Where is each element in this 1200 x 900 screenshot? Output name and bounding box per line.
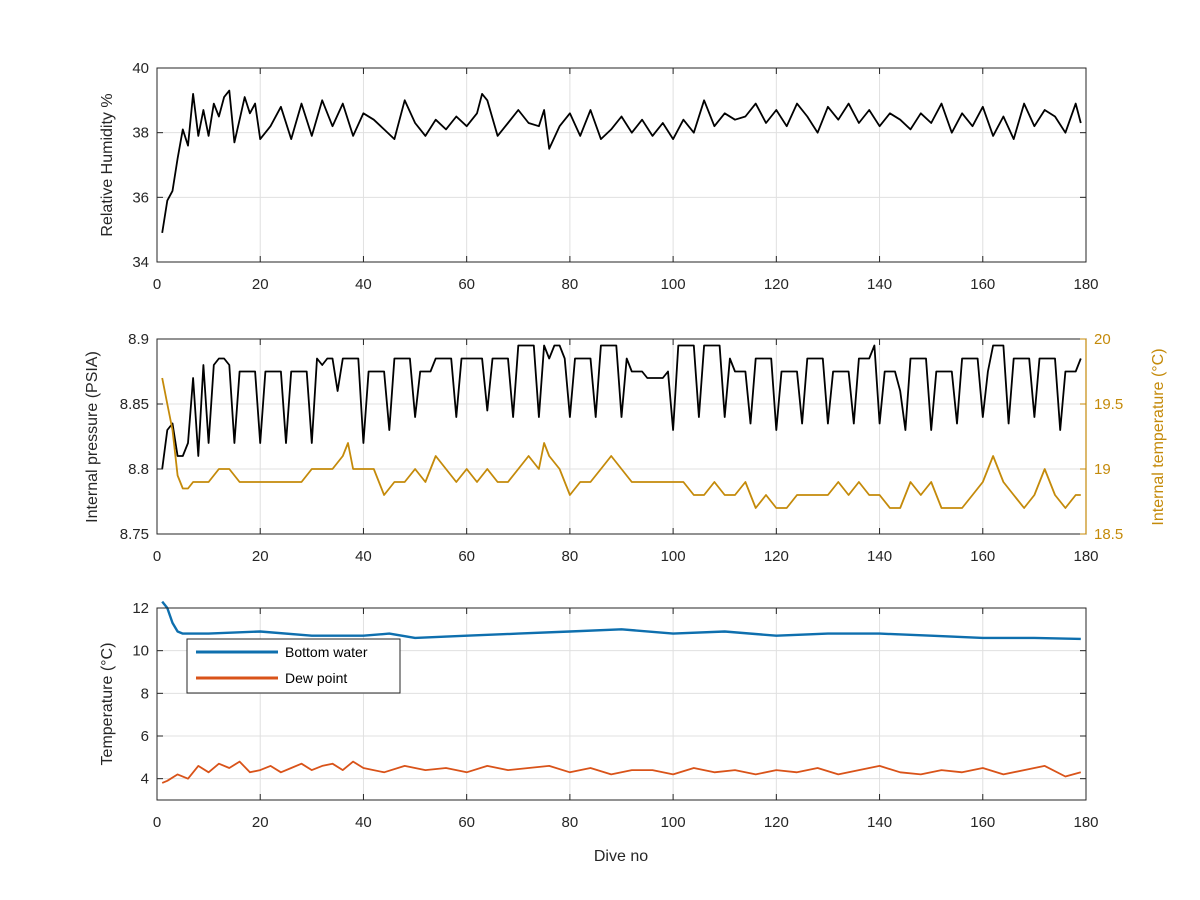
pressure-grid [156, 338, 1087, 535]
internal-temperature-y-label: Internal temperature (°C) [1150, 348, 1167, 525]
pressure-axes-box [156, 338, 1087, 535]
series-line-1-1 [161, 377, 1081, 509]
x-tick-label: 120 [764, 276, 789, 293]
x-tick-label: 40 [355, 814, 372, 831]
x-tick-label: 180 [1073, 814, 1098, 831]
x-tick-label: 60 [458, 548, 475, 565]
y-tick-label: 38 [132, 125, 149, 142]
y-tick-label: 8.8 [128, 461, 149, 478]
dive-no-x-label: Dive no [594, 848, 648, 865]
x-tick-label: 100 [661, 276, 686, 293]
humidity-y-ticks: 34 36 38 40 [132, 60, 1086, 271]
x-tick-label: 160 [970, 276, 995, 293]
x-tick-label: 80 [562, 548, 579, 565]
right-tick-label: 18.5 [1094, 526, 1123, 543]
legend-box [186, 638, 401, 694]
series-line-2-1 [161, 760, 1082, 784]
y-tick-label: 40 [132, 60, 149, 77]
x-tick-label: 120 [764, 548, 789, 565]
x-tick-label: 160 [970, 814, 995, 831]
series-line-1-0 [161, 344, 1082, 470]
humidity-grid [156, 67, 1087, 263]
x-tick-label: 80 [562, 814, 579, 831]
y-tick-label: 10 [132, 643, 149, 660]
x-tick-label: 100 [661, 814, 686, 831]
x-tick-label: 40 [355, 548, 372, 565]
legend-label-dew-point: Dew point [285, 670, 347, 686]
y-tick-label: 34 [132, 254, 149, 271]
humidity-x-ticks: 0 20 40 60 80 100 120 140 160 180 [153, 68, 1099, 293]
temperature-panel: 0 20 40 60 80 100 120 140 160 180 4 6 8 10 12 Tempera… [99, 600, 1099, 865]
pressure-series [161, 344, 1082, 509]
x-tick-label: 140 [867, 814, 892, 831]
temperature-y-ticks: 4 6 8 10 12 [132, 600, 1086, 788]
y-tick-label: 12 [132, 600, 149, 617]
x-tick-label: 0 [153, 276, 161, 293]
pressure-panel: 0 20 40 60 80 100 120 140 160 180 8.758.88.858.9 … [84, 331, 1167, 565]
x-tick-label: 140 [867, 276, 892, 293]
temperature-y-label: Temperature (°C) [99, 643, 116, 766]
x-tick-label: 0 [153, 814, 161, 831]
legend-label-bottom-water: Bottom water [285, 644, 368, 660]
pressure-y-label: Internal pressure (PSIA) [84, 351, 101, 523]
x-tick-label: 0 [153, 548, 161, 565]
pressure-x-ticks: 0 20 40 60 80 100 120 140 160 180 [153, 339, 1099, 565]
x-tick-label: 20 [252, 548, 269, 565]
x-tick-label: 60 [458, 814, 475, 831]
right-tick-label: 19.5 [1094, 396, 1123, 413]
y-tick-label: 8.75 [120, 526, 149, 543]
temperature-series [161, 600, 1082, 784]
series-line-0-0 [161, 89, 1082, 234]
x-tick-label: 60 [458, 276, 475, 293]
x-tick-label: 120 [764, 814, 789, 831]
y-tick-label: 8.9 [128, 331, 149, 348]
x-tick-label: 160 [970, 548, 995, 565]
x-tick-label: 40 [355, 276, 372, 293]
legend: Bottom water Dew point [186, 638, 401, 694]
x-tick-label: 20 [252, 814, 269, 831]
y-tick-label: 8.85 [120, 396, 149, 413]
x-tick-label: 100 [661, 548, 686, 565]
right-tick-label: 19 [1094, 461, 1111, 478]
x-tick-label: 20 [252, 276, 269, 293]
temperature-x-ticks: 0 20 40 60 80 100 120 140 160 180 [153, 608, 1099, 831]
x-tick-label: 180 [1073, 548, 1098, 565]
x-tick-label: 180 [1073, 276, 1098, 293]
x-tick-label: 80 [562, 276, 579, 293]
humidity-series [161, 89, 1082, 234]
y-tick-label: 36 [132, 189, 149, 206]
series-line-2-0 [161, 600, 1081, 641]
y-tick-label: 6 [141, 728, 149, 745]
temperature-axes-box [156, 607, 1087, 801]
humidity-panel: 0 20 40 60 80 100 120 140 160 180 34 36 38 40 Relati… [99, 60, 1099, 293]
right-tick-label: 20 [1094, 331, 1111, 348]
x-tick-label: 140 [867, 548, 892, 565]
temperature-right-ticks: 18.5 19 19.5 20 [1080, 331, 1123, 543]
y-tick-label: 8 [141, 685, 149, 702]
y-tick-label: 4 [141, 771, 149, 788]
pressure-y-ticks: 8.75 8.8 8.85 8.9 [120, 331, 163, 543]
humidity-y-label: Relative Humidity % [99, 93, 116, 236]
humidity-axes-box [156, 67, 1087, 263]
